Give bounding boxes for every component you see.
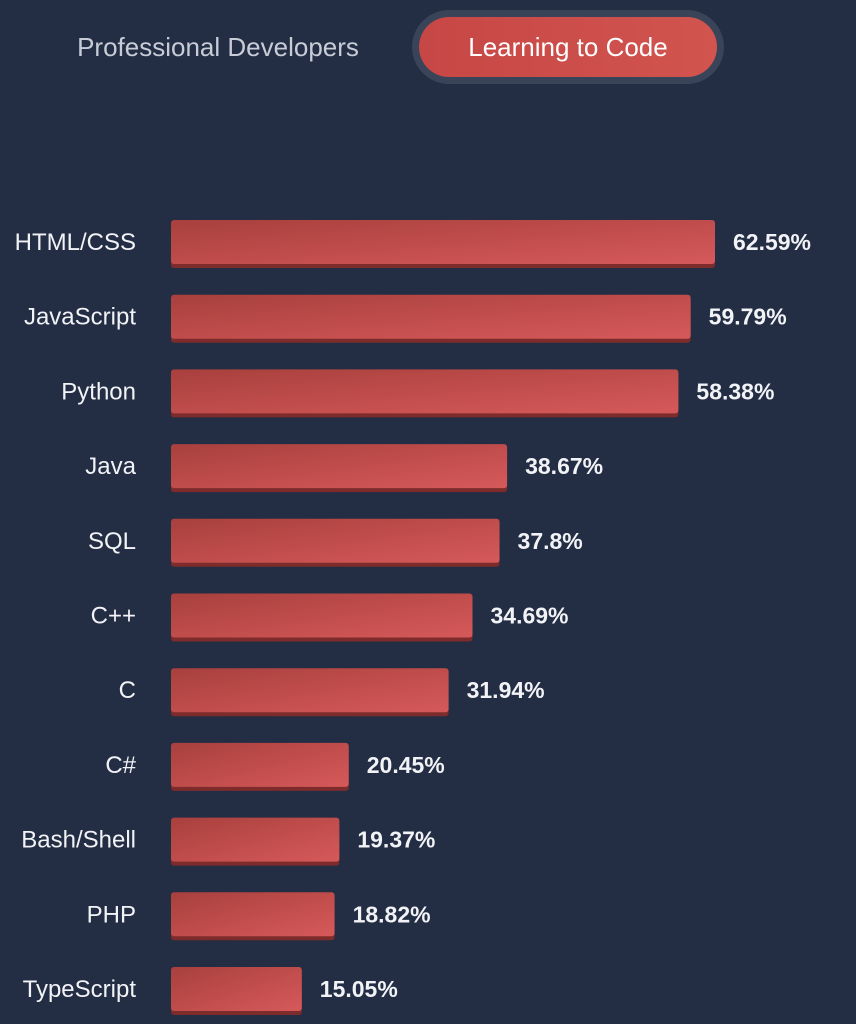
category-label: C# (105, 752, 136, 779)
tab-professional-developers[interactable]: Professional Developers (77, 32, 359, 62)
category-label: Python (61, 378, 136, 405)
value-label: 19.37% (357, 827, 435, 853)
value-label: 58.38% (696, 378, 774, 404)
bar[interactable] (171, 742, 349, 787)
audience-toggle: Professional Developers Learning to Code (0, 0, 856, 90)
bar[interactable] (171, 817, 340, 862)
category-label: SQL (88, 528, 136, 555)
value-label: 37.8% (518, 528, 583, 554)
category-label: HTML/CSS (15, 229, 136, 256)
bar[interactable] (171, 593, 473, 638)
category-label: JavaScript (24, 304, 136, 331)
tab-active-track: Learning to Code (412, 10, 724, 84)
bar[interactable] (171, 967, 302, 1011)
value-label: 59.79% (709, 304, 787, 330)
category-label: Bash/Shell (21, 827, 136, 854)
value-label: 18.82% (353, 901, 431, 927)
category-label: TypeScript (23, 976, 137, 1003)
bar[interactable] (171, 369, 679, 414)
category-label: C (119, 677, 136, 704)
bars-group: HTML/CSS 62.59% JavaScript 59.79% Python 58.3… (15, 220, 811, 1015)
value-label: 15.05% (320, 976, 398, 1002)
value-label: 34.69% (491, 603, 569, 629)
category-label: Java (85, 453, 136, 480)
bar[interactable] (171, 518, 500, 563)
bar[interactable] (171, 294, 691, 339)
bar[interactable] (171, 668, 449, 713)
value-label: 62.59% (733, 229, 811, 255)
category-label: PHP (87, 901, 136, 928)
bar[interactable] (171, 444, 508, 489)
value-label: 31.94% (467, 677, 545, 703)
bar[interactable] (171, 892, 335, 937)
bar[interactable] (171, 220, 715, 264)
value-label: 38.67% (525, 453, 603, 479)
tab-learning-to-code[interactable]: Learning to Code (419, 17, 717, 77)
value-label: 20.45% (367, 752, 445, 778)
category-label: C++ (91, 603, 136, 630)
